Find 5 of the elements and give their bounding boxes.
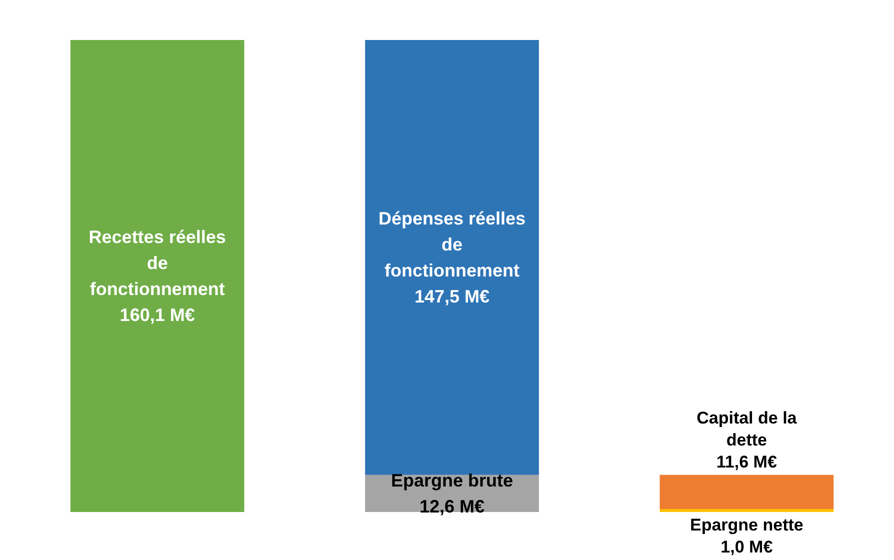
data-label: Epargne nette 1,0 M€ xyxy=(690,516,804,556)
data-label: Capital de la dette 11,6 M€ xyxy=(696,408,798,472)
data-label: Dépenses réelles de fonctionnement 147,5 M€ xyxy=(378,208,526,306)
data-label: Recettes réelles de fonctionnement 160,1 M€ xyxy=(88,227,226,325)
data-label: Epargne brute 12,6 M€ xyxy=(390,470,514,516)
